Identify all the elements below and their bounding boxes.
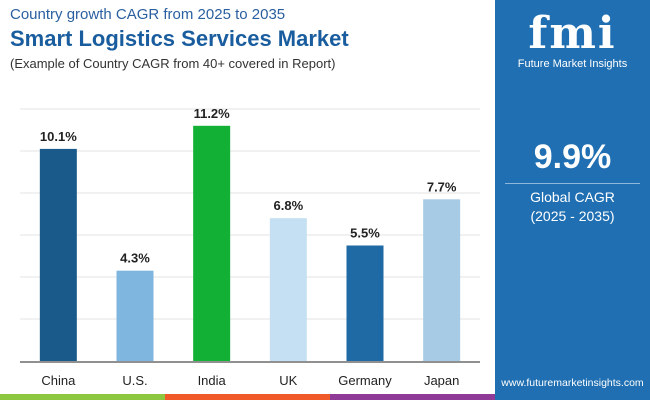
data-label: 7.7% xyxy=(427,179,457,194)
fmi-logo: fmi Future Market Insights xyxy=(495,8,650,71)
cagr-label: Global CAGR xyxy=(530,189,615,205)
bar-chart: 10.1% China 4.3% U.S. 11.2% India 6.8% UK 5.5% Ge… xyxy=(20,106,480,388)
strip-purple xyxy=(330,394,495,400)
chart-subtitle-top: Country growth CAGR from 2025 to 2035 xyxy=(10,6,286,23)
chart-title: Smart Logistics Services Market xyxy=(10,26,349,51)
x-tick-label: U.S. xyxy=(122,373,147,388)
cagr-period: (2025 - 2035) xyxy=(530,208,615,224)
global-cagr-label: Global CAGR (2025 - 2035) xyxy=(495,188,650,226)
side-panel: fmi Future Market Insights 9.9% Global C… xyxy=(495,0,650,394)
x-tick-label: India xyxy=(198,373,227,388)
bar-japan xyxy=(423,199,461,361)
bar-india xyxy=(193,125,231,361)
strip-green xyxy=(0,394,165,400)
website-url[interactable]: www.futuremarketinsights.com xyxy=(501,377,644,389)
x-tick-label: Germany xyxy=(338,373,392,388)
x-tick-label: China xyxy=(41,373,76,388)
data-label: 5.5% xyxy=(350,226,380,241)
data-label: 4.3% xyxy=(120,251,150,266)
global-cagr-value: 9.9% xyxy=(533,138,612,176)
data-label: 6.8% xyxy=(274,198,304,213)
data-label: 11.2% xyxy=(194,106,231,121)
strip-blue xyxy=(495,394,650,400)
divider xyxy=(505,183,640,184)
bar-china xyxy=(39,148,77,361)
data-label: 10.1% xyxy=(40,129,77,144)
bar-germany xyxy=(346,245,384,361)
logo-caption: Future Market Insights xyxy=(517,58,628,70)
bar-uk xyxy=(269,218,307,361)
bar-us xyxy=(116,270,154,361)
strip-orange xyxy=(165,394,330,400)
x-tick-label: UK xyxy=(279,373,297,388)
chart-subtitle: (Example of Country CAGR from 40+ covere… xyxy=(10,56,336,71)
x-tick-label: Japan xyxy=(424,373,459,388)
logo-text: fmi xyxy=(528,8,617,59)
